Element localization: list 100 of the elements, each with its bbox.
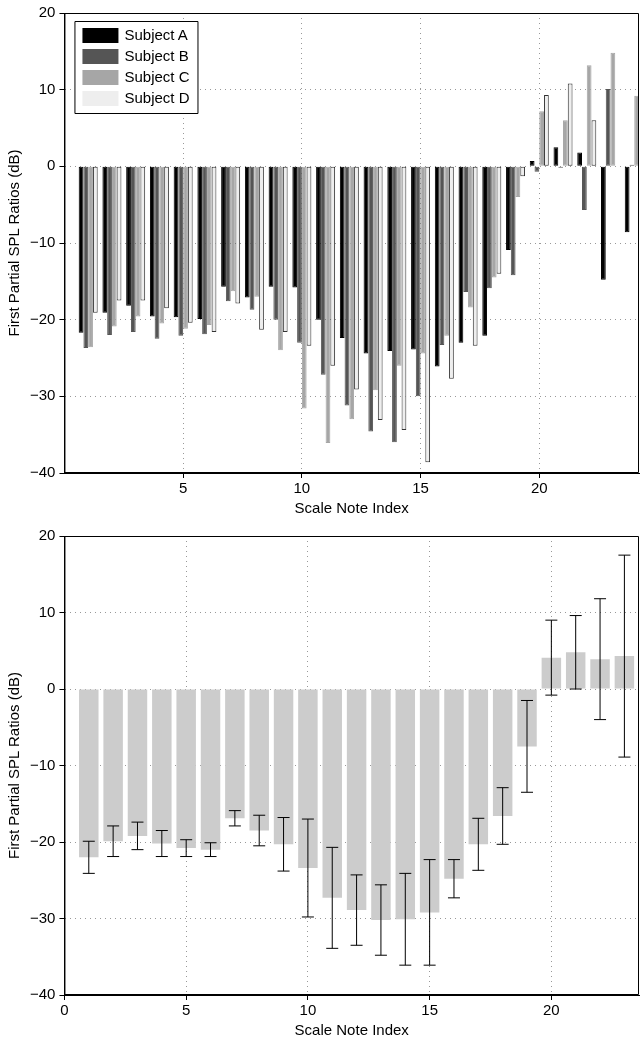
- bar: [510, 166, 516, 276]
- bar: [149, 166, 155, 317]
- bar: [624, 166, 630, 233]
- bar: [176, 689, 196, 849]
- bar: [200, 689, 221, 850]
- bar: [541, 657, 562, 689]
- bar: [346, 689, 367, 911]
- legend-label: Subject B: [124, 46, 189, 64]
- bar: [491, 166, 497, 278]
- bar: [506, 166, 511, 250]
- bar: [577, 152, 583, 166]
- bar: [273, 689, 294, 845]
- bar: [582, 166, 587, 211]
- bar: [202, 166, 207, 335]
- y-tick-label: −30: [29, 908, 56, 926]
- x-tick-label: 0: [60, 1001, 69, 1019]
- bar: [373, 166, 378, 391]
- bar: [387, 166, 393, 352]
- bar: [292, 166, 298, 288]
- bar: [79, 689, 99, 858]
- y-tick-label: −30: [29, 386, 56, 404]
- bar: [419, 689, 440, 913]
- bar: [225, 166, 231, 302]
- y-tick-label: −40: [29, 463, 56, 481]
- bar: [254, 166, 260, 297]
- y-tick-label: 10: [38, 602, 56, 620]
- bar: [183, 166, 188, 329]
- y-tick-label: −20: [29, 309, 56, 327]
- x-tick-label: 10: [299, 1001, 317, 1019]
- bar: [468, 166, 473, 308]
- bar: [244, 166, 250, 298]
- bar: [130, 166, 136, 332]
- bar: [297, 166, 302, 343]
- bar: [83, 166, 89, 349]
- y-tick-label: −10: [29, 233, 56, 251]
- bar: [368, 166, 374, 432]
- bar: [320, 166, 326, 375]
- bar: [88, 166, 93, 348]
- bar: [197, 166, 203, 319]
- bar: [392, 166, 397, 443]
- x-tick-label: 10: [293, 479, 311, 497]
- bar: [371, 689, 391, 921]
- bar: [415, 166, 421, 397]
- bar: [278, 166, 283, 351]
- y-tick-label: 20: [38, 526, 56, 544]
- bar: [468, 689, 489, 845]
- bar: [492, 689, 513, 816]
- y-tick-label: −40: [29, 985, 56, 1003]
- bar: [225, 689, 245, 819]
- y-tick-label: 10: [38, 79, 56, 97]
- bar: [586, 65, 592, 166]
- legend-label: Subject D: [124, 88, 190, 106]
- legend-label: Subject A: [124, 25, 188, 43]
- y-tick-label: 0: [47, 679, 56, 697]
- bar: [178, 166, 184, 336]
- bar: [221, 166, 226, 287]
- x-tick-label: 20: [530, 479, 548, 497]
- y-tick-label: 20: [38, 3, 56, 21]
- x-axis-title: Scale Note Index: [294, 1021, 410, 1039]
- bar: [614, 656, 635, 689]
- bar: [152, 689, 172, 844]
- bar: [444, 689, 464, 879]
- bar: [463, 166, 469, 293]
- bar: [634, 95, 639, 166]
- x-axis-title: Scale Note Index: [294, 499, 410, 517]
- bar: [159, 166, 165, 324]
- x-tick-label: 20: [543, 1001, 560, 1019]
- bar: [103, 689, 123, 842]
- bar: [339, 166, 345, 339]
- bar: [206, 166, 212, 326]
- bar: [539, 111, 545, 166]
- bar: [444, 166, 450, 336]
- bar: [316, 166, 321, 320]
- bar: [298, 689, 318, 869]
- y-tick-label: 0: [47, 156, 56, 174]
- x-tick-label: 15: [421, 1001, 438, 1019]
- bar: [396, 166, 402, 366]
- bar: [517, 689, 537, 747]
- bar: [605, 88, 611, 166]
- x-tick-label: 5: [182, 1001, 191, 1019]
- bar: [322, 689, 342, 898]
- bar: [411, 166, 416, 350]
- bar: [565, 652, 586, 689]
- bar: [301, 166, 307, 409]
- y-axis-title: First Partial SPL Ratios (dB): [5, 672, 23, 859]
- bar: [126, 166, 131, 306]
- x-tick-label: 5: [178, 479, 188, 497]
- bar: [601, 166, 606, 280]
- bar: [395, 689, 416, 920]
- bar: [349, 166, 355, 420]
- y-axis-title: First Partial SPL Ratios (dB): [5, 149, 23, 337]
- bar: [434, 166, 440, 367]
- legend-label: Subject C: [124, 67, 190, 85]
- bar: [563, 120, 568, 166]
- bar: [482, 166, 488, 336]
- x-tick-label: 15: [412, 479, 429, 497]
- bar: [273, 166, 279, 320]
- y-tick-label: −20: [29, 832, 56, 850]
- y-tick-label: −10: [29, 755, 56, 773]
- bar: [249, 689, 269, 831]
